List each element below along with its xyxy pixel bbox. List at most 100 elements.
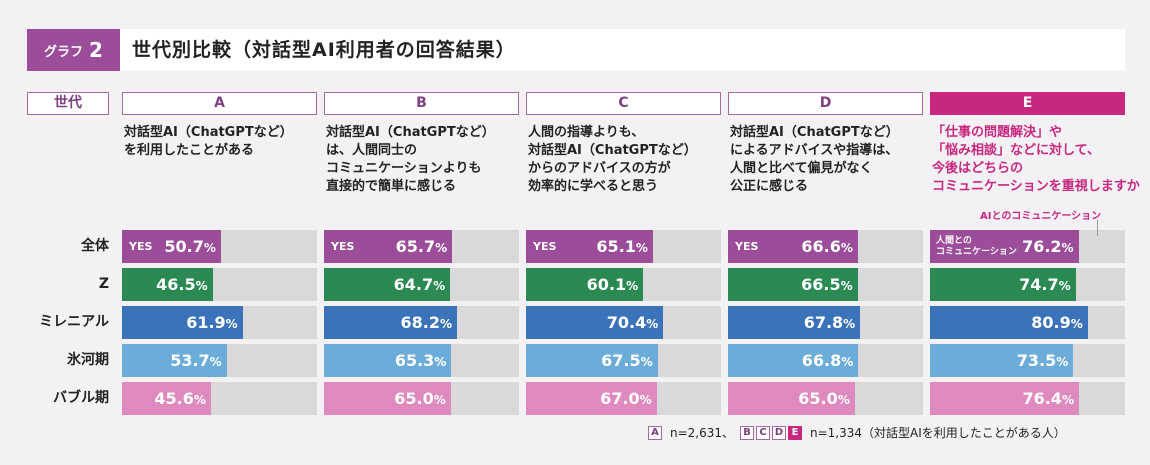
question-c: 人間の指導よりも、 対話型AI（ChatGPTなど） からのアドバイスの方が 効率的に… bbox=[528, 124, 697, 196]
chart-tag-label: グラフ bbox=[44, 44, 84, 60]
bar-track: 76.4% bbox=[930, 382, 1125, 415]
footnote-box-a: A bbox=[648, 425, 662, 440]
bar-track: 65.0% bbox=[728, 382, 923, 415]
bar-value-label: 64.7% bbox=[394, 268, 446, 301]
bar: YES 66.6% bbox=[728, 230, 858, 263]
bar-value-label: 67.5% bbox=[601, 344, 653, 377]
bar-value-number: 50.7 bbox=[164, 237, 204, 256]
column-header-c: C bbox=[526, 92, 721, 115]
bar-value-label: 73.5% bbox=[1017, 344, 1069, 377]
question-line: 直接的で簡単に感じる bbox=[326, 179, 457, 194]
bar: 46.5% bbox=[122, 268, 213, 301]
bar: 65.0% bbox=[324, 382, 451, 415]
bar-value-label: 68.2% bbox=[400, 306, 452, 339]
bar-value-unit: % bbox=[640, 355, 653, 369]
bar-value-label: 65.1% bbox=[596, 230, 648, 263]
chart-number-tag: グラフ 2 bbox=[27, 29, 120, 71]
bar-value-label: 50.7% bbox=[164, 230, 216, 263]
bar-value-label: 61.9% bbox=[186, 306, 238, 339]
bar-value-unit: % bbox=[1070, 317, 1083, 331]
question-line: を利用したことがある bbox=[124, 143, 255, 158]
bar-value-unit: % bbox=[639, 393, 652, 407]
bar-track: 67.0% bbox=[526, 382, 721, 415]
bar-track: 68.2% bbox=[324, 306, 519, 339]
footnote: A n=2,631、 B C D E n=1,334（対話型AIを利用したことが… bbox=[648, 424, 1066, 441]
label-line: コミュニケーション bbox=[936, 247, 1017, 257]
bar-value-label: 46.5% bbox=[156, 268, 208, 301]
row-label: 氷河期 bbox=[67, 352, 109, 368]
bar-value-unit: % bbox=[434, 355, 447, 369]
row-label: ミレニアル bbox=[39, 314, 109, 330]
question-b: 対話型AI（ChatGPTなど） は、人間同士の コミュニケーションよりも 直接的で簡… bbox=[326, 124, 495, 196]
bar: 53.7% bbox=[122, 344, 227, 377]
footnote-box-e: E bbox=[788, 425, 803, 440]
footnote-a-text: n=2,631、 bbox=[670, 426, 735, 440]
bar: YES 65.7% bbox=[324, 230, 453, 263]
bar-track: 人間との コミュニケーション 76.2% bbox=[930, 230, 1125, 263]
bar-value-label: 76.4% bbox=[1022, 382, 1074, 415]
bar: 67.8% bbox=[728, 306, 861, 339]
bar-value-unit: % bbox=[1058, 279, 1071, 293]
bar-value-label: 67.8% bbox=[804, 306, 856, 339]
bar-value-number: 45.6 bbox=[154, 389, 194, 408]
question-line: 「悩み相談」などに対して、 bbox=[932, 143, 1100, 158]
bar-value-unit: % bbox=[840, 279, 853, 293]
bar-track: 70.4% bbox=[526, 306, 721, 339]
bar-value-label: 60.1% bbox=[587, 268, 639, 301]
bar-value-number: 65.7 bbox=[395, 237, 436, 256]
bar-value-number: 68.2 bbox=[400, 313, 440, 332]
bar-value-number: 66.8 bbox=[801, 351, 842, 370]
column-header-d: D bbox=[728, 92, 923, 115]
yes-label: YES bbox=[735, 240, 759, 253]
bar-value-unit: % bbox=[209, 355, 222, 369]
question-d: 対話型AI（ChatGPTなど） によるアドバイスや指導は、 人間と比べて偏見がなく… bbox=[730, 124, 899, 196]
bar: 74.7% bbox=[930, 268, 1076, 301]
bar: 61.9% bbox=[122, 306, 243, 339]
bar-value-label: 70.4% bbox=[607, 306, 659, 339]
bar-value-number: 65.0 bbox=[798, 389, 838, 408]
bar: 70.4% bbox=[526, 306, 664, 339]
row-label: バブル期 bbox=[53, 390, 109, 406]
bar-value-label: 74.7% bbox=[1019, 268, 1071, 301]
question-line: 対話型AI（ChatGPTなど） bbox=[326, 125, 495, 140]
bar-track: 67.8% bbox=[728, 306, 923, 339]
column-header-e: E bbox=[930, 92, 1125, 115]
bar-value-unit: % bbox=[843, 317, 856, 331]
bar-track: YES 65.7% bbox=[324, 230, 519, 263]
question-e: 「仕事の問題解決」や 「悩み相談」などに対して、 今後はどちらの コミュニケーションを… bbox=[932, 124, 1140, 196]
bar-value-number: 53.7 bbox=[170, 351, 210, 370]
bar: 65.3% bbox=[324, 344, 452, 377]
bar-track: 65.0% bbox=[324, 382, 519, 415]
bar: 64.7% bbox=[324, 268, 451, 301]
bar-value-unit: % bbox=[203, 241, 216, 255]
bar-value-unit: % bbox=[433, 279, 446, 293]
question-line: コミュニケーションよりも bbox=[326, 161, 482, 176]
bar: 73.5% bbox=[930, 344, 1074, 377]
bar-value-number: 46.5 bbox=[156, 275, 196, 294]
chart-tag-number: 2 bbox=[89, 38, 103, 62]
question-line: 対話型AI（ChatGPTなど） bbox=[528, 143, 697, 158]
bar-value-number: 61.9 bbox=[186, 313, 226, 332]
bar-value-label: 53.7% bbox=[170, 344, 222, 377]
bar-track: 64.7% bbox=[324, 268, 519, 301]
bar-value-number: 64.7 bbox=[393, 275, 434, 294]
generation-header: 世代 bbox=[27, 92, 109, 115]
bar-value-label: 65.0% bbox=[798, 382, 850, 415]
bar: YES 65.1% bbox=[526, 230, 653, 263]
chart-title-bar: グラフ 2 世代別比較（対話型AI利用者の回答結果） bbox=[27, 29, 1125, 71]
footnote-box-d: D bbox=[772, 425, 787, 440]
question-a: 対話型AI（ChatGPTなど） を利用したことがある bbox=[124, 124, 293, 160]
bar-value-label: 76.2% bbox=[1022, 230, 1074, 263]
footnote-box-b: B bbox=[740, 425, 755, 440]
column-header-a: A bbox=[122, 92, 317, 115]
bar-track: 46.5% bbox=[122, 268, 317, 301]
question-line: 公正に感じる bbox=[730, 179, 809, 194]
bar-value-label: 80.9% bbox=[1031, 306, 1083, 339]
question-line: 人間と比べて偏見がなく bbox=[730, 161, 873, 176]
bar-track: YES 65.1% bbox=[526, 230, 721, 263]
footnote-box-c: C bbox=[756, 425, 771, 440]
bar-track: 61.9% bbox=[122, 306, 317, 339]
bar: 80.9% bbox=[930, 306, 1088, 339]
bar: 67.0% bbox=[526, 382, 657, 415]
bar-track: 66.8% bbox=[728, 344, 923, 377]
